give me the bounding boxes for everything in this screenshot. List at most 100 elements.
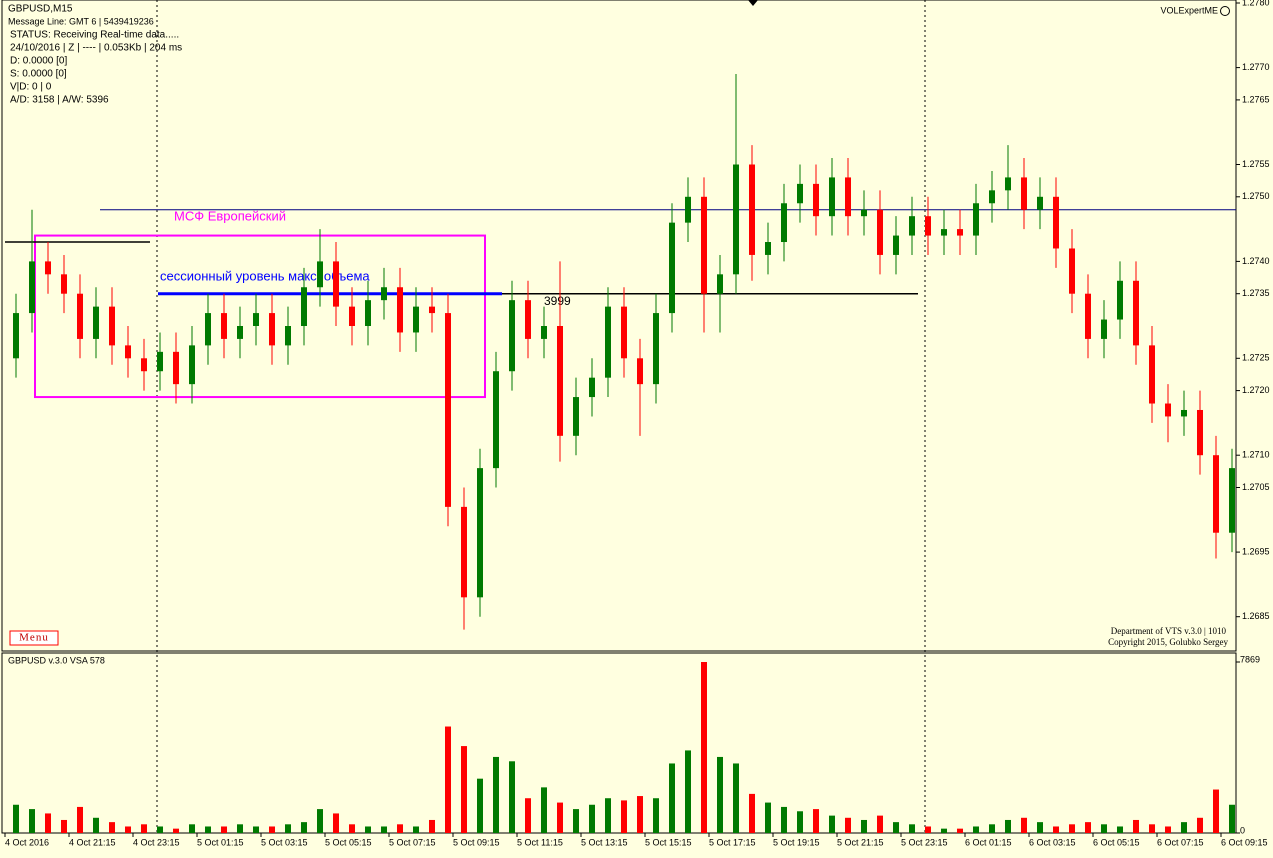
- volume-bar: [61, 819, 67, 833]
- x-tick-label: 6 Oct 01:15: [965, 837, 1012, 847]
- volume-bar: [253, 826, 259, 833]
- volume-bar: [173, 828, 179, 833]
- candle-body: [541, 326, 547, 339]
- x-tick-label: 5 Oct 03:15: [261, 837, 308, 847]
- candle-body: [333, 261, 339, 307]
- x-tick-label: 5 Oct 13:15: [581, 837, 628, 847]
- candle-body: [797, 183, 803, 204]
- y-tick-label: 0: [1240, 825, 1245, 835]
- candle-body: [45, 261, 51, 275]
- candle-body: [957, 229, 963, 236]
- volume-bar: [285, 824, 291, 833]
- x-tick-label: 6 Oct 07:15: [1157, 837, 1204, 847]
- candle-body: [109, 306, 115, 346]
- volume-bar: [333, 813, 339, 833]
- annotation: МСФ Европейский: [174, 208, 286, 223]
- x-tick-label: 5 Oct 11:15: [517, 837, 563, 847]
- y-tick-label: 1.2735: [1242, 288, 1270, 298]
- volume-bar: [157, 826, 163, 833]
- y-tick-label: 1.2750: [1242, 191, 1270, 201]
- volume-pane: [1, 652, 1237, 834]
- volume-bar: [685, 750, 691, 833]
- candle-body: [301, 287, 307, 326]
- candle-body: [477, 468, 483, 598]
- candle-body: [189, 345, 195, 385]
- s-line: S: 0.0000 [0]: [10, 69, 67, 80]
- volume-bar: [909, 824, 915, 833]
- candle-body: [717, 274, 723, 294]
- volume-bar: [1085, 822, 1091, 833]
- message-line: Message Line: GMT 6 | 5439419236: [8, 16, 154, 26]
- x-tick-label: 4 Oct 21:15: [69, 837, 116, 847]
- footer-line: Copyright 2015, Golubko Sergey: [1108, 637, 1228, 647]
- y-tick-label: 1.2720: [1242, 385, 1270, 395]
- volume-bar: [1021, 817, 1027, 833]
- x-tick-label: 5 Oct 15:15: [645, 837, 692, 847]
- volume-title: GBPUSD v.3.0 VSA 578: [8, 655, 105, 665]
- volume-bar: [461, 746, 467, 833]
- volume-bar: [813, 809, 819, 833]
- volume-bar: [669, 763, 675, 833]
- candle-body: [1069, 248, 1075, 294]
- x-tick-label: 5 Oct 23:15: [901, 837, 948, 847]
- volume-bar: [1229, 804, 1235, 833]
- candle-body: [141, 358, 147, 372]
- volume-bar: [541, 787, 547, 833]
- candle-body: [973, 203, 979, 236]
- y-tick-label: 1.2695: [1242, 546, 1270, 556]
- price-pane: [1, 0, 1237, 652]
- volume-bar: [317, 809, 323, 833]
- x-tick-label: 6 Oct 03:15: [1029, 837, 1076, 847]
- candle-body: [125, 345, 131, 359]
- volume-bar: [381, 826, 387, 833]
- volume-bar: [701, 662, 707, 833]
- candle-body: [1005, 177, 1011, 191]
- volume-bar: [349, 824, 355, 833]
- volume-bar: [637, 796, 643, 833]
- volume-bar: [717, 756, 723, 833]
- menu-button[interactable]: [9, 630, 59, 646]
- volume-bar: [301, 822, 307, 833]
- candle-body: [349, 306, 355, 326]
- candle-body: [1117, 280, 1123, 320]
- candle-body: [29, 261, 35, 314]
- ad-line: A/D: 3158 | A/W: 5396: [10, 95, 109, 106]
- smiley: [1220, 6, 1230, 16]
- candle-body: [397, 287, 403, 333]
- candle-body: [941, 229, 947, 236]
- volume-bar: [221, 826, 227, 833]
- volume-bar: [1053, 826, 1059, 833]
- volume-bar: [1069, 824, 1075, 833]
- volume-bar: [893, 822, 899, 833]
- candle-body: [1053, 196, 1059, 249]
- candle-body: [1101, 319, 1107, 339]
- volume-bar: [205, 826, 211, 833]
- menu-label[interactable]: Menu: [19, 632, 49, 644]
- candle-body: [893, 235, 899, 255]
- volume-bar: [1133, 819, 1139, 833]
- candle-body: [1197, 409, 1203, 456]
- volume-bar: [829, 815, 835, 833]
- candle-body: [829, 177, 835, 217]
- candle-body: [861, 209, 867, 217]
- y-tick-label: 7869: [1240, 654, 1260, 664]
- y-tick-label: 1.2710: [1242, 450, 1270, 460]
- volume-bar: [973, 826, 979, 833]
- candle-body: [461, 506, 467, 598]
- volume-bar: [941, 828, 947, 833]
- candle-body: [605, 306, 611, 378]
- volume-bar: [29, 809, 35, 833]
- candle-body: [13, 313, 19, 359]
- volume-bar: [573, 809, 579, 833]
- annotation: 3999: [544, 294, 571, 308]
- candle-body: [413, 306, 419, 333]
- x-tick-label: 5 Oct 01:15: [197, 837, 244, 847]
- candle-body: [221, 313, 227, 339]
- volume-bar: [77, 806, 83, 833]
- candle-body: [1133, 280, 1139, 346]
- volume-bar: [365, 826, 371, 833]
- volume-bar: [925, 826, 931, 833]
- x-tick-label: 5 Oct 05:15: [325, 837, 372, 847]
- volume-bar: [237, 824, 243, 833]
